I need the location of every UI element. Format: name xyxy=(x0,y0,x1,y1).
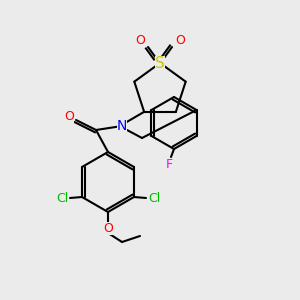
Text: S: S xyxy=(155,56,165,70)
Text: Cl: Cl xyxy=(148,193,160,206)
Text: O: O xyxy=(103,221,113,235)
Text: N: N xyxy=(117,119,127,133)
Text: O: O xyxy=(175,34,185,47)
Text: Cl: Cl xyxy=(56,193,68,206)
Text: O: O xyxy=(135,34,145,47)
Text: F: F xyxy=(165,158,172,172)
Text: O: O xyxy=(64,110,74,122)
